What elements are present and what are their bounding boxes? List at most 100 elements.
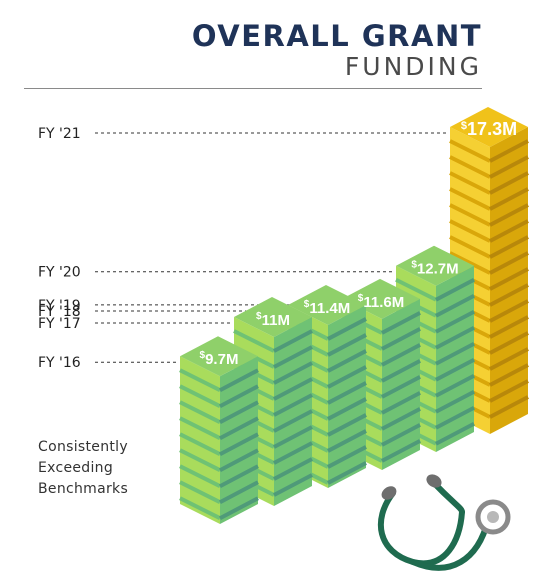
bar-stripe [489, 171, 529, 195]
bar-stripe [327, 349, 367, 373]
bar-stripe [179, 416, 221, 441]
value-label: $11.4M [304, 299, 350, 317]
bar-stripe [489, 235, 529, 259]
bar-side [328, 304, 366, 488]
value-label-currency: $ [461, 120, 467, 132]
bar-stripe [449, 171, 491, 195]
bar-stripe [489, 331, 529, 355]
bar-stripe [381, 359, 421, 383]
category-label: FY '17 [38, 316, 81, 332]
bar-stripe [219, 400, 259, 424]
bar-stripe [489, 203, 529, 227]
bar-top [450, 107, 528, 147]
bar-stripe [327, 397, 367, 421]
title-divider [24, 88, 482, 89]
bar-stripe [273, 409, 313, 433]
bar-stripe [489, 283, 529, 307]
bar-top [288, 284, 366, 325]
bar-stripe [273, 473, 313, 497]
bar-stripe [219, 368, 259, 392]
chart-title: OVERALL GRANT [191, 19, 482, 53]
bars [179, 107, 529, 524]
bar-stripe [273, 361, 313, 385]
bar-stripe [327, 381, 367, 405]
bar-stripe [381, 343, 421, 367]
bar-stripe [489, 219, 529, 243]
bar-stripe [449, 235, 491, 259]
caption-line-2: Exceeding [38, 460, 114, 476]
bar-stripe [233, 329, 275, 353]
bar-stripe [273, 425, 313, 449]
bar-stripe [327, 333, 367, 357]
bar-stripe [273, 377, 313, 401]
value-label: $11.6M [358, 293, 404, 311]
bar-stripe [327, 445, 367, 469]
bar-stripe [179, 448, 221, 473]
bar-stripe [489, 267, 529, 291]
bar-stripe [449, 219, 491, 243]
bar-stripe [435, 293, 475, 318]
bar-stripe [381, 375, 421, 399]
bar-stripe [435, 421, 475, 446]
bar-stripe [449, 187, 491, 211]
bar-stripe [179, 496, 221, 521]
bar-stripe [435, 373, 475, 398]
value-label-currency: $ [304, 299, 310, 310]
value-label: $9.7M [200, 350, 239, 368]
bar-stripe [381, 423, 421, 447]
caption: Consistently Exceeding Benchmarks [38, 437, 128, 500]
bar-stripe [179, 400, 221, 425]
category-label: FY '20 [38, 265, 81, 281]
value-label: $11M [256, 311, 290, 329]
bar-stripe [273, 393, 313, 417]
bar-top [234, 297, 312, 338]
bar-stripe [489, 395, 529, 419]
bar-stripe [179, 368, 221, 393]
bar-stripe [381, 311, 421, 335]
bar-stripe [327, 317, 367, 341]
bar-stripe [489, 251, 529, 275]
value-label-amount: 11.4M [309, 300, 350, 317]
bar-stripe [489, 363, 529, 387]
bar-stripe [381, 391, 421, 415]
chart-title-block: OVERALL GRANT FUNDING [192, 20, 482, 82]
bar-stripe [219, 432, 259, 456]
bar-stripe [489, 187, 529, 211]
value-label-currency: $ [256, 311, 262, 322]
bar-stripe [449, 251, 491, 275]
bar-stripe [219, 464, 259, 488]
bar-stripe [219, 384, 259, 408]
bar-stripe [489, 315, 529, 339]
value-label-amount: 17.3M [467, 119, 517, 139]
caption-line-3: Benchmarks [38, 481, 129, 497]
bar-stripe [273, 329, 313, 353]
bar-stripe [327, 413, 367, 437]
value-label-amount: 11.6M [363, 294, 404, 311]
category-label: FY '21 [38, 126, 81, 142]
bar-stripe [179, 480, 221, 505]
bar-stripe [435, 309, 475, 334]
bar-stripe [489, 379, 529, 403]
bar-stripe [489, 139, 529, 163]
value-label-amount: 12.7M [417, 261, 459, 278]
value-labels: $17.3M$12.7M$11.6M$11.4M$11M$9.7M [200, 119, 518, 368]
bar-stripe [435, 357, 475, 382]
bar-stripe [381, 327, 421, 351]
bar-stripe [273, 345, 313, 369]
bar-stripe [435, 325, 475, 350]
value-label: $17.3M [461, 119, 517, 139]
bar-stripe [219, 416, 259, 440]
bar-top [342, 278, 420, 319]
bar-stripe [327, 429, 367, 453]
bar-top [180, 336, 258, 377]
bar-stripe [273, 457, 313, 481]
bar-top [396, 245, 474, 286]
stethoscope-icon [377, 474, 511, 571]
category-label: FY '16 [38, 355, 81, 371]
bar-0 [179, 336, 259, 524]
chart-subtitle: FUNDING [344, 52, 482, 81]
value-label-currency: $ [200, 350, 206, 361]
bar-stripe [449, 155, 491, 179]
bar-stripe [179, 432, 221, 457]
